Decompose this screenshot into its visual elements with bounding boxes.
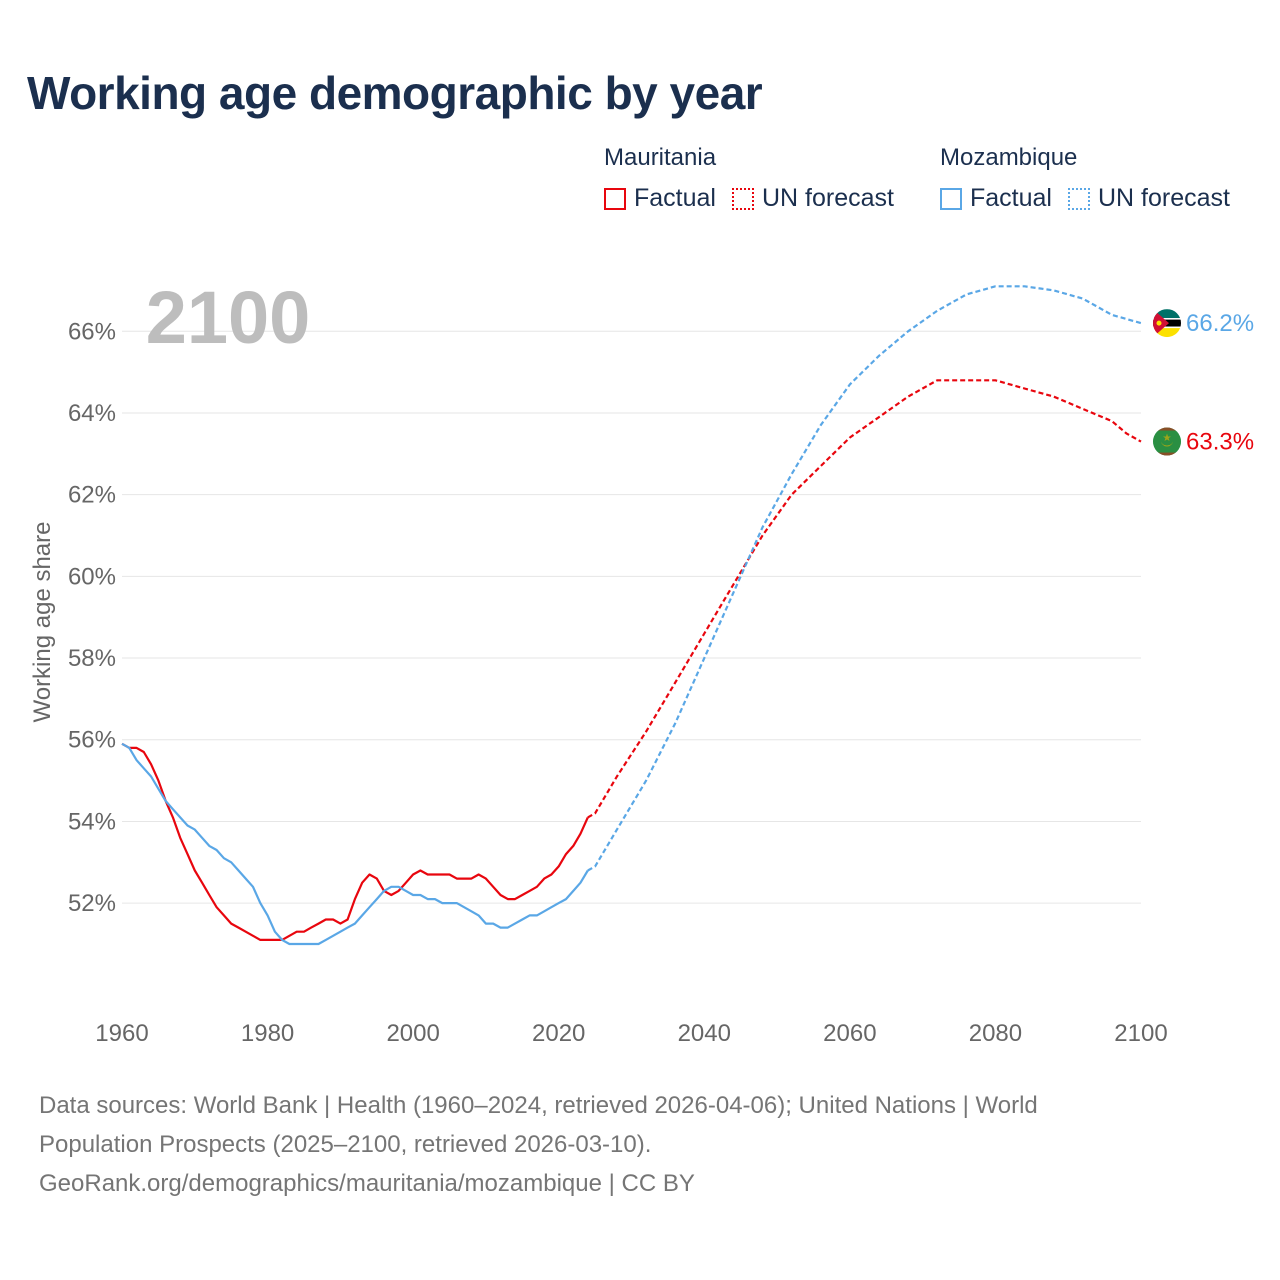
y-tick-label: 52% bbox=[68, 890, 116, 917]
series-line-mozambique-forecast bbox=[587, 285, 1142, 872]
legend-item-factual[interactable]: Factual bbox=[940, 184, 1052, 213]
legend-item-forecast[interactable]: UN forecast bbox=[1067, 184, 1230, 213]
x-tick-label: 2040 bbox=[678, 1020, 731, 1047]
y-tick-label: 56% bbox=[68, 727, 116, 754]
legend-label: Factual bbox=[634, 184, 716, 212]
swatch-solid-icon bbox=[604, 187, 626, 210]
swatch-dotted-icon bbox=[1067, 187, 1090, 210]
legend-country-name: Mauritania bbox=[604, 144, 717, 171]
x-tick-label: 2020 bbox=[532, 1020, 585, 1047]
y-tick-label: 64% bbox=[68, 400, 116, 427]
series-line-mauritania-forecast bbox=[587, 379, 1142, 819]
legend-mozambique: Mozambique Factual UN forecast bbox=[940, 144, 1246, 213]
y-tick-label: 60% bbox=[68, 563, 116, 590]
legend-label: UN forecast bbox=[1097, 184, 1230, 212]
x-tick-label: 2080 bbox=[969, 1020, 1022, 1047]
legend-item-forecast[interactable]: UN forecast bbox=[731, 184, 894, 213]
legend-item-factual[interactable]: Factual bbox=[604, 184, 716, 213]
footer-sources: Data sources: World Bank | Health (1960–… bbox=[39, 1086, 1239, 1203]
x-tick-label: 2060 bbox=[823, 1020, 876, 1047]
end-label-mauritania: 63.3% bbox=[1186, 429, 1254, 456]
mauritania-flag-icon bbox=[1153, 427, 1181, 456]
y-tick-label: 58% bbox=[68, 645, 116, 672]
year-badge: 2100 bbox=[146, 276, 311, 359]
swatch-dotted-icon bbox=[731, 187, 754, 210]
y-tick-label: 66% bbox=[68, 318, 116, 345]
x-tick-label: 2100 bbox=[1114, 1020, 1167, 1047]
footer-line: Data sources: World Bank | Health (1960–… bbox=[39, 1092, 1038, 1119]
end-label-mozambique: 66.2% bbox=[1186, 310, 1254, 337]
footer-link[interactable]: GeoRank.org/demographics/mauritania/moza… bbox=[39, 1170, 695, 1197]
mozambique-flag-icon bbox=[1153, 309, 1181, 338]
series-line-mozambique-factual bbox=[121, 742, 589, 946]
series-line-mauritania-factual bbox=[121, 742, 589, 941]
x-tick-label: 1980 bbox=[241, 1020, 294, 1047]
legend-mauritania: Mauritania Factual UN forecast bbox=[604, 144, 910, 213]
legend-label: Factual bbox=[970, 184, 1052, 212]
y-tick-label: 62% bbox=[68, 482, 116, 509]
x-tick-label: 1960 bbox=[95, 1020, 148, 1047]
page-title: Working age demographic by year bbox=[27, 67, 763, 119]
legend-country-name: Mozambique bbox=[940, 144, 1078, 171]
footer-line: Population Prospects (2025–2100, retriev… bbox=[39, 1131, 652, 1158]
x-tick-label: 2000 bbox=[386, 1020, 439, 1047]
y-axis-title: Working age share bbox=[29, 522, 56, 723]
y-tick-label: 54% bbox=[68, 808, 116, 835]
swatch-solid-icon bbox=[940, 187, 962, 210]
legend-label: UN forecast bbox=[761, 184, 894, 212]
